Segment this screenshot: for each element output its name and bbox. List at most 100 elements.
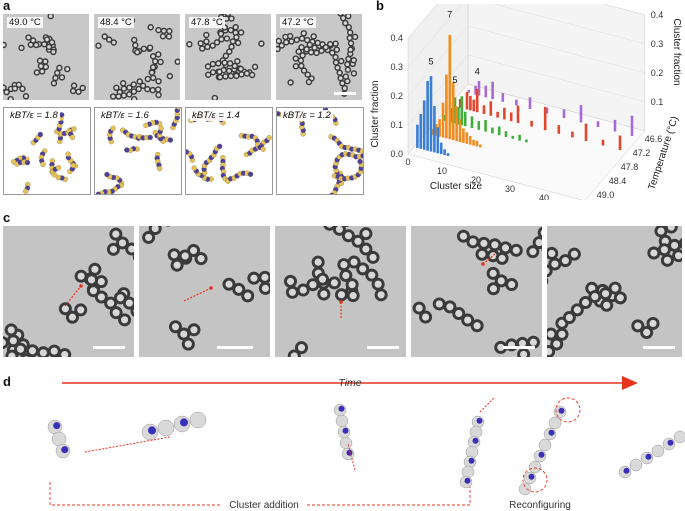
sim-particle <box>55 174 61 181</box>
particle-core <box>206 64 210 69</box>
particle-core <box>219 32 223 36</box>
particle-core <box>459 232 468 240</box>
micrograph-49-0: 49.0 °C <box>3 14 89 100</box>
particle-core <box>342 271 350 280</box>
particle-core <box>65 67 70 71</box>
particle <box>51 355 60 357</box>
gridline <box>603 4 645 16</box>
red-arrow-head <box>481 262 485 266</box>
particle-core <box>657 227 665 235</box>
red-arrow <box>347 443 356 471</box>
particle-core <box>132 97 136 100</box>
particle-core <box>491 241 499 249</box>
patch <box>468 457 475 464</box>
particle-core <box>667 226 675 231</box>
particle-core <box>244 292 252 300</box>
time-arrow-head <box>622 376 638 390</box>
particle-core <box>326 226 333 228</box>
particle-core <box>518 339 527 348</box>
particle-core <box>204 33 209 37</box>
particle-core <box>233 64 237 68</box>
particle-core <box>335 226 343 233</box>
particle-core <box>141 84 145 88</box>
particle <box>220 14 226 16</box>
particle-core <box>107 299 115 307</box>
scale-bar <box>334 92 356 95</box>
particle-core <box>261 284 269 292</box>
particle-core <box>20 87 25 91</box>
simulation-image <box>95 108 181 194</box>
particle-core <box>171 323 180 331</box>
particle-core <box>132 38 136 42</box>
particle-core <box>446 303 454 311</box>
particle-core <box>312 46 317 50</box>
sim-particle <box>143 122 149 129</box>
particle-core <box>167 34 171 39</box>
particle-core <box>122 86 126 91</box>
particle-core <box>480 239 488 247</box>
particle-core <box>227 69 231 73</box>
particle-core <box>309 50 313 55</box>
schematic-sphere <box>651 444 665 458</box>
particle-core <box>286 277 295 285</box>
particle <box>678 237 682 249</box>
particle-core <box>38 58 42 63</box>
particle-core <box>55 71 60 75</box>
particle-core <box>512 246 520 254</box>
particle <box>323 226 336 231</box>
particle-core <box>573 306 581 314</box>
particle-core <box>61 351 69 357</box>
particle-core <box>649 319 657 328</box>
patch <box>342 427 349 434</box>
particle-core <box>145 87 150 91</box>
particle-core <box>369 253 377 262</box>
temperature-label: 48.4 °C <box>98 17 134 28</box>
sim-particle <box>158 125 164 131</box>
particle-core <box>340 81 345 86</box>
particle-core <box>161 34 165 39</box>
peak-annotation: 7 <box>447 10 452 20</box>
particle-core <box>333 55 338 59</box>
particle-core <box>489 252 497 260</box>
particle-core <box>222 61 227 65</box>
particle-core <box>529 248 537 256</box>
particle-core <box>47 45 51 49</box>
particle-core <box>77 306 85 314</box>
gridline <box>467 25 645 74</box>
particle-core <box>9 337 17 345</box>
x-tick-label: 40 <box>539 193 549 200</box>
particle-core <box>16 345 25 353</box>
particle-core <box>132 82 136 87</box>
particle-core <box>39 349 47 357</box>
particle-core <box>422 313 430 321</box>
reconfiguring-ring <box>555 397 581 423</box>
particle-core <box>204 39 209 44</box>
particle-core <box>308 43 312 47</box>
particle-core <box>7 326 15 334</box>
particle-core <box>300 53 305 58</box>
particle-core <box>455 309 463 318</box>
patch <box>346 449 353 456</box>
particle-core <box>311 34 316 39</box>
particle-core <box>328 42 332 46</box>
particle-core <box>112 230 120 238</box>
gridline <box>407 25 469 97</box>
particle-core <box>181 252 189 260</box>
particle-core <box>290 352 298 357</box>
schematic-sphere <box>548 416 562 430</box>
particle-core <box>150 88 155 92</box>
y-tick-label: 0.1 <box>390 120 403 130</box>
particle <box>337 14 344 17</box>
particle-core <box>80 86 85 90</box>
particle-core <box>111 94 115 99</box>
particle-core <box>215 40 219 45</box>
particle-core <box>348 30 352 35</box>
particle-core <box>162 29 166 33</box>
patch <box>472 437 479 444</box>
particle-core <box>377 291 385 299</box>
particle-core <box>330 279 338 287</box>
particle-core <box>284 40 288 45</box>
particle-core <box>151 226 159 233</box>
particle-core <box>473 322 481 330</box>
particle-core <box>508 280 516 289</box>
